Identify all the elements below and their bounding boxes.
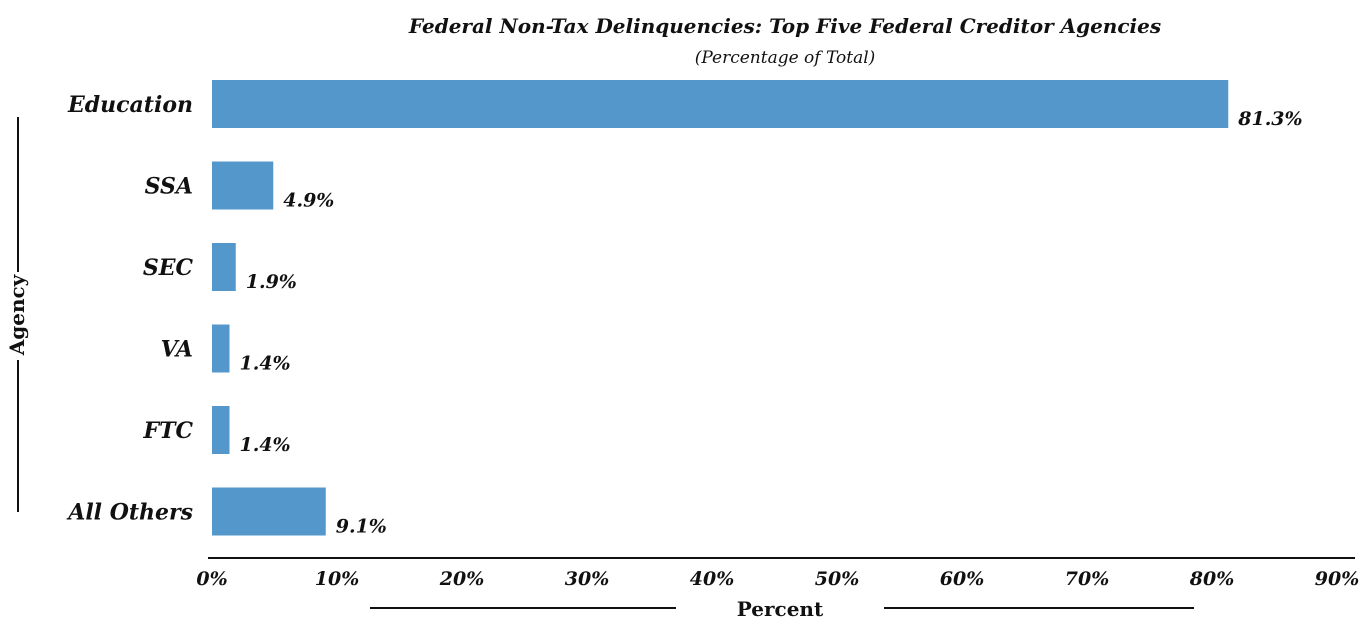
x-axis-title: Percent bbox=[737, 597, 824, 621]
x-tick-50: 50% bbox=[815, 568, 860, 590]
category-label-ftc: FTC bbox=[143, 418, 194, 444]
value-label-sec: 1.9% bbox=[246, 271, 297, 293]
x-tick-10: 10% bbox=[315, 568, 360, 590]
bar-ssa bbox=[212, 161, 274, 210]
value-label-ftc: 1.4% bbox=[240, 434, 291, 456]
value-label-all-others: 9.1% bbox=[336, 516, 387, 538]
x-tick-20: 20% bbox=[439, 568, 485, 590]
category-label-education: Education bbox=[67, 92, 193, 118]
category-label-sec: SEC bbox=[143, 255, 194, 281]
chart-title: Federal Non-Tax Delinquencies: Top Five … bbox=[408, 14, 1161, 38]
bar-va bbox=[212, 324, 230, 373]
chart-subtitle: (Percentage of Total) bbox=[695, 48, 876, 68]
category-label-va: VA bbox=[161, 337, 193, 363]
y-axis-title: Agency bbox=[5, 273, 29, 356]
value-label-va: 1.4% bbox=[240, 353, 291, 375]
value-labels: 81.3% 4.9% 1.9% 1.4% 1.4% 9.1% bbox=[240, 108, 1303, 538]
x-tick-70: 70% bbox=[1065, 568, 1110, 590]
category-label-all-others: All Others bbox=[66, 500, 193, 526]
x-tick-0: 0% bbox=[196, 568, 227, 590]
bars-group bbox=[212, 80, 1229, 536]
x-tick-30: 30% bbox=[565, 568, 610, 590]
bar-sec bbox=[212, 243, 236, 291]
x-tick-labels: 0% 10% 20% 30% 40% 50% 60% 70% 80% 90% bbox=[196, 568, 1359, 590]
x-tick-60: 60% bbox=[940, 568, 985, 590]
x-tick-80: 80% bbox=[1189, 568, 1235, 590]
value-label-education: 81.3% bbox=[1237, 108, 1302, 130]
value-label-ssa: 4.9% bbox=[283, 190, 334, 212]
bar-education bbox=[212, 80, 1229, 128]
category-label-ssa: SSA bbox=[145, 174, 193, 200]
bar-all-others bbox=[212, 487, 326, 536]
x-tick-40: 40% bbox=[690, 568, 735, 590]
category-labels: Education SSA SEC VA FTC All Others bbox=[66, 92, 193, 526]
bar-ftc bbox=[212, 406, 230, 454]
x-tick-90: 90% bbox=[1315, 568, 1360, 590]
